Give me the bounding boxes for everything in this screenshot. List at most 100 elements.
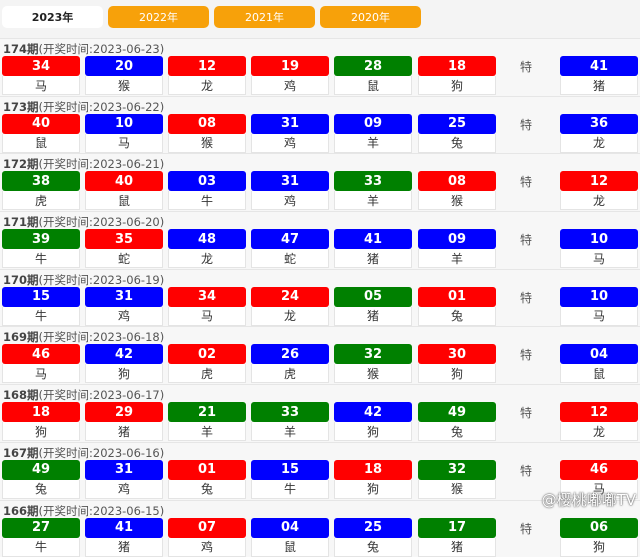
zodiac: 龙 xyxy=(168,249,246,268)
ball-number: 27 xyxy=(2,518,80,538)
ball-number: 01 xyxy=(418,287,496,307)
ball: 09 羊 xyxy=(334,114,412,153)
special-ball: 10 马 xyxy=(560,229,638,268)
ball: 08 猴 xyxy=(168,114,246,153)
ball: 12 龙 xyxy=(168,56,246,95)
special-label: 特 xyxy=(520,116,532,133)
ball-number: 31 xyxy=(85,460,163,480)
ball: 48 龙 xyxy=(168,229,246,268)
special-ball: 12 龙 xyxy=(560,171,638,210)
zodiac: 羊 xyxy=(251,422,329,441)
ball: 31 鸡 xyxy=(85,460,163,499)
tab-2023[interactable]: 2023年 xyxy=(2,6,103,28)
zodiac: 鼠 xyxy=(251,538,329,557)
zodiac: 马 xyxy=(2,364,80,383)
ball-number: 10 xyxy=(85,114,163,134)
zodiac: 马 xyxy=(168,307,246,326)
ball: 30 狗 xyxy=(418,344,496,383)
special-ball: 06 狗 xyxy=(560,518,638,557)
zodiac: 鸡 xyxy=(251,191,329,210)
draw-time: (开奖时间:2023-06-21) xyxy=(39,157,165,171)
period: 173期 xyxy=(3,100,39,114)
ball-number: 08 xyxy=(418,171,496,191)
special-label: 特 xyxy=(520,58,532,75)
ball: 38 虎 xyxy=(2,171,80,210)
ball-number: 25 xyxy=(418,114,496,134)
ball: 20 猴 xyxy=(85,56,163,95)
draw-row: 172期(开奖时间:2023-06-21) 38 虎 40 鼠 03 牛 31 … xyxy=(0,153,640,211)
ball: 15 牛 xyxy=(2,287,80,326)
ball: 35 蛇 xyxy=(85,229,163,268)
ball-number: 33 xyxy=(334,171,412,191)
zodiac: 牛 xyxy=(2,307,80,326)
ball: 01 兔 xyxy=(168,460,246,499)
draw-row: 169期(开奖时间:2023-06-18) 46 马 42 狗 02 虎 26 … xyxy=(0,326,640,384)
ball-number: 35 xyxy=(85,229,163,249)
ball-number: 41 xyxy=(334,229,412,249)
ball-number: 12 xyxy=(560,171,638,191)
zodiac: 猴 xyxy=(168,134,246,153)
draw-time: (开奖时间:2023-06-22) xyxy=(39,100,165,114)
ball: 17 猪 xyxy=(418,518,496,557)
ball: 24 龙 xyxy=(251,287,329,326)
zodiac: 龙 xyxy=(560,422,638,441)
period: 171期 xyxy=(3,215,39,229)
zodiac: 牛 xyxy=(168,191,246,210)
zodiac: 猪 xyxy=(560,76,638,95)
zodiac: 兔 xyxy=(418,307,496,326)
ball-number: 05 xyxy=(334,287,412,307)
ball: 15 牛 xyxy=(251,460,329,499)
ball-number: 31 xyxy=(251,171,329,191)
special-ball: 10 马 xyxy=(560,287,638,326)
ball-number: 40 xyxy=(2,114,80,134)
ball: 46 马 xyxy=(2,344,80,383)
tab-2020[interactable]: 2020年 xyxy=(320,6,421,28)
tab-2022[interactable]: 2022年 xyxy=(108,6,209,28)
ball-number: 39 xyxy=(2,229,80,249)
draw-time: (开奖时间:2023-06-15) xyxy=(39,504,165,518)
draw-title: 173期(开奖时间:2023-06-22) xyxy=(3,99,164,115)
ball: 29 猪 xyxy=(85,402,163,441)
draw-list: 174期(开奖时间:2023-06-23) 34 马 20 猴 12 龙 19 … xyxy=(0,38,640,557)
period: 168期 xyxy=(3,388,39,402)
special-label: 特 xyxy=(520,462,532,479)
ball-number: 07 xyxy=(168,518,246,538)
ball-number: 17 xyxy=(418,518,496,538)
tab-2021[interactable]: 2021年 xyxy=(214,6,315,28)
draw-title: 170期(开奖时间:2023-06-19) xyxy=(3,272,164,288)
ball: 31 鸡 xyxy=(251,114,329,153)
zodiac: 狗 xyxy=(560,538,638,557)
ball-number: 31 xyxy=(251,114,329,134)
ball-number: 19 xyxy=(251,56,329,76)
zodiac: 鸡 xyxy=(85,480,163,499)
draw-row: 168期(开奖时间:2023-06-17) 18 狗 29 猪 21 羊 33 … xyxy=(0,384,640,442)
ball: 18 狗 xyxy=(334,460,412,499)
zodiac: 牛 xyxy=(251,480,329,499)
ball: 07 鸡 xyxy=(168,518,246,557)
zodiac: 兔 xyxy=(418,134,496,153)
zodiac: 羊 xyxy=(334,191,412,210)
zodiac: 狗 xyxy=(334,422,412,441)
zodiac: 龙 xyxy=(251,307,329,326)
ball-number: 04 xyxy=(560,344,638,364)
special-label: 特 xyxy=(520,404,532,421)
ball: 33 羊 xyxy=(251,402,329,441)
zodiac: 蛇 xyxy=(85,249,163,268)
ball-number: 12 xyxy=(168,56,246,76)
zodiac: 猪 xyxy=(418,538,496,557)
draw-time: (开奖时间:2023-06-18) xyxy=(39,330,165,344)
ball: 05 猪 xyxy=(334,287,412,326)
zodiac: 猪 xyxy=(334,249,412,268)
zodiac: 猪 xyxy=(85,538,163,557)
ball-number: 47 xyxy=(251,229,329,249)
ball-number: 10 xyxy=(560,287,638,307)
zodiac: 鼠 xyxy=(334,76,412,95)
ball: 02 虎 xyxy=(168,344,246,383)
zodiac: 马 xyxy=(85,134,163,153)
ball-number: 46 xyxy=(2,344,80,364)
ball-number: 32 xyxy=(418,460,496,480)
zodiac: 狗 xyxy=(418,364,496,383)
zodiac: 猴 xyxy=(418,191,496,210)
ball: 49 兔 xyxy=(2,460,80,499)
zodiac: 马 xyxy=(560,307,638,326)
